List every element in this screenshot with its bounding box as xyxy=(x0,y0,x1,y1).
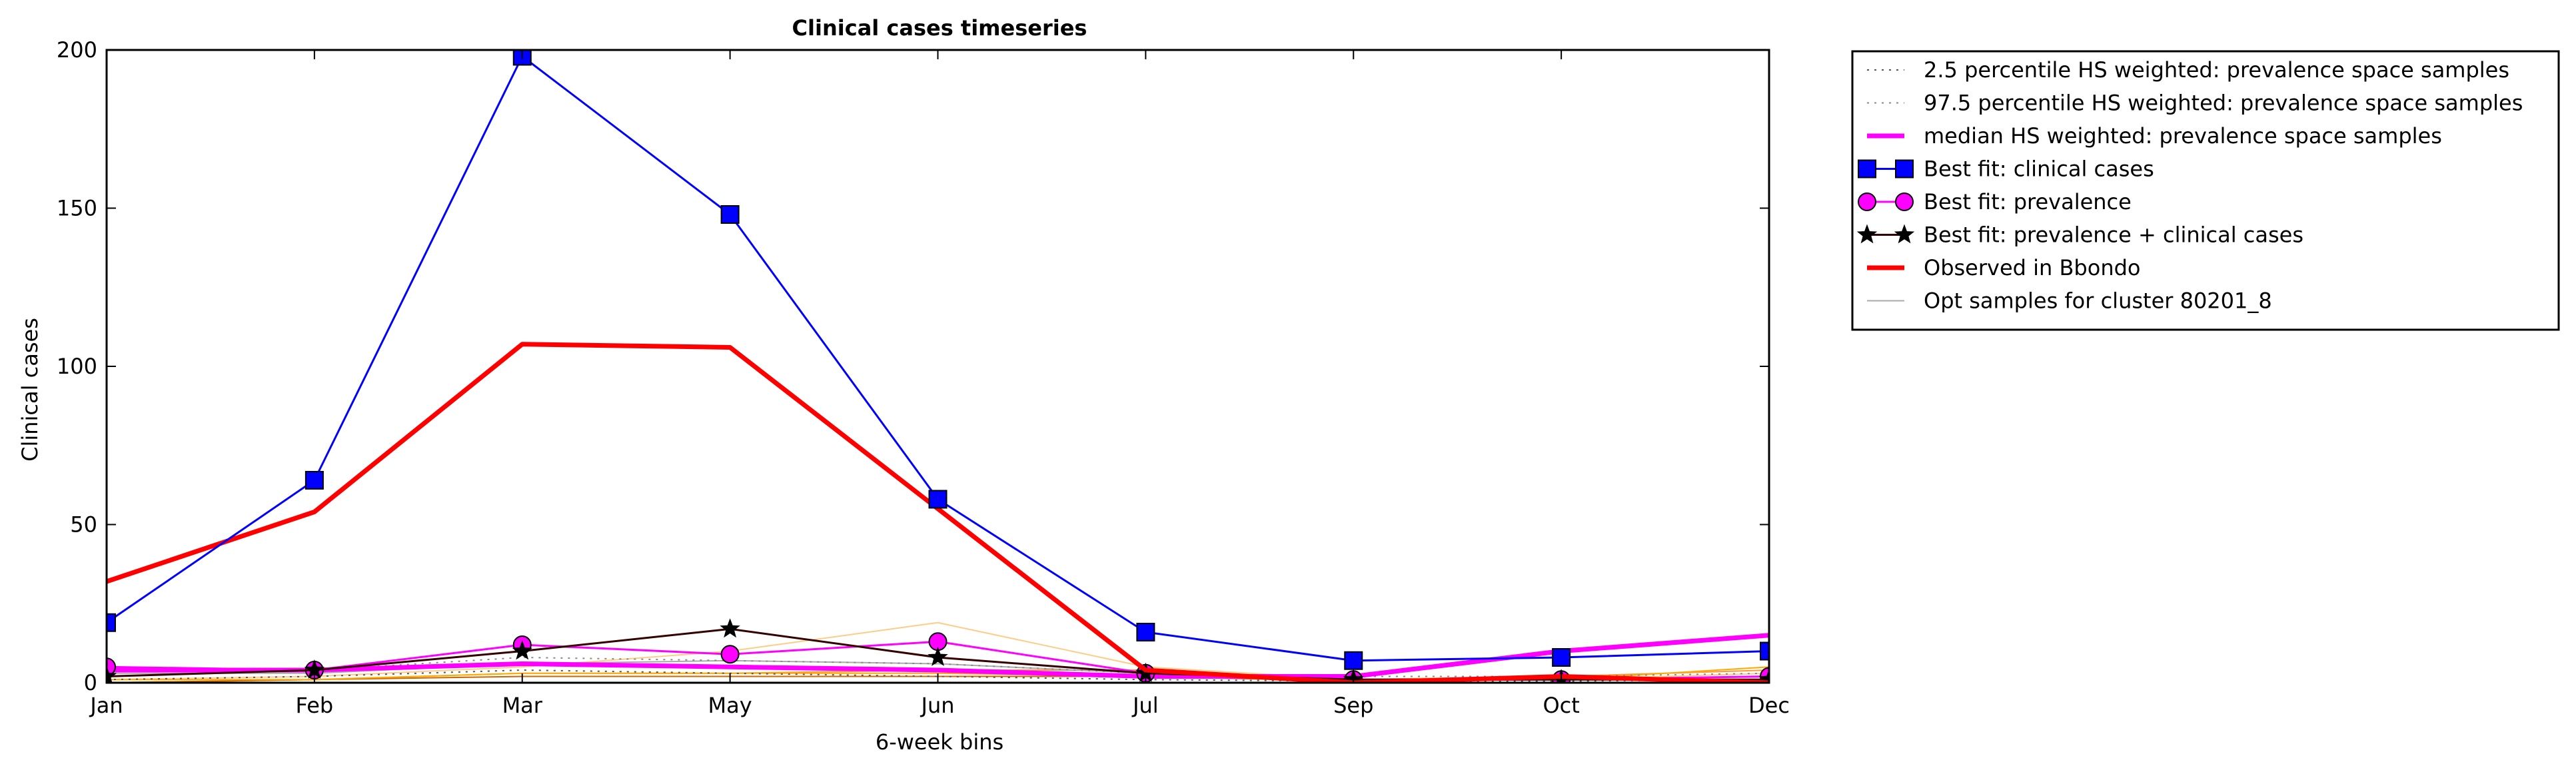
x-tick-label-3: Mar xyxy=(502,693,543,718)
x-tick-label-4: May xyxy=(708,693,752,718)
legend-label-8: Opt samples for cluster 80201_8 xyxy=(1924,288,2272,314)
series-4-point-7 xyxy=(1344,651,1363,670)
y-tick-label-4: 150 xyxy=(57,196,97,221)
x-tick-label-9: Dec xyxy=(1748,693,1790,718)
series-line-1 xyxy=(107,669,1769,682)
legend-marker-start-5 xyxy=(1858,193,1876,211)
series-6-point-3 xyxy=(512,640,532,660)
y-tick-label-5: 200 xyxy=(57,37,97,63)
x-tick-label-6: Jul xyxy=(1131,693,1159,718)
series-6-point-5 xyxy=(928,647,948,666)
plot-frame xyxy=(105,49,1770,684)
series-4-point-4 xyxy=(720,205,740,224)
series-4-point-9 xyxy=(1760,641,1769,661)
x-tick-label-8: Oct xyxy=(1543,693,1579,718)
series-4-point-2 xyxy=(305,471,324,490)
series-4-point-5 xyxy=(928,490,948,509)
plot-area xyxy=(107,50,1769,683)
plot-content xyxy=(107,50,1769,683)
series-6-point-4 xyxy=(720,618,740,638)
legend-marker-start-4 xyxy=(1858,159,1876,179)
legend-marker-end-4 xyxy=(1895,159,1914,179)
legend-label-1: 2.5 percentile HS weighted: prevalence s… xyxy=(1924,57,2509,83)
legend-marker-start-6 xyxy=(1856,224,1878,244)
series-6-point-9 xyxy=(1758,669,1769,683)
axes: Jan Feb Mar May Jun Jul Sep Oct Dec 0 50 100 150 200 xyxy=(57,37,1790,718)
x-axis-label: 6-week bins xyxy=(876,729,1003,755)
legend-label-3: median HS weighted: prevalence space sam… xyxy=(1924,123,2442,149)
legend-label-2: 97.5 percentile HS weighted: prevalence … xyxy=(1924,91,2523,116)
series-4-point-8 xyxy=(1552,648,1571,667)
series-6-point-2 xyxy=(304,659,325,679)
chart-title: Clinical cases timeseries xyxy=(792,15,1087,41)
series-4-point-6 xyxy=(1136,623,1155,641)
x-tick-label-2: Feb xyxy=(296,693,334,718)
series-4-point-1 xyxy=(107,613,116,632)
y-tick-label-2: 50 xyxy=(70,512,97,538)
legend-label-5: Best fit: prevalence xyxy=(1924,189,2132,214)
x-tick-label-7: Sep xyxy=(1333,693,1373,718)
series-line-4 xyxy=(107,55,1769,662)
series-5-point-4 xyxy=(720,645,740,664)
legend-label-7: Observed in Bbondo xyxy=(1924,255,2140,280)
series-5-point-1 xyxy=(107,657,116,677)
legend-box xyxy=(1851,50,2560,331)
x-tick-label-1: Jan xyxy=(89,693,123,718)
y-tick-label-3: 100 xyxy=(57,354,97,379)
legend: 2.5 percentile HS weighted: prevalence s… xyxy=(1851,50,2560,331)
legend-marker-end-5 xyxy=(1895,193,1914,211)
legend-label-4: Best fit: clinical cases xyxy=(1924,157,2154,182)
series-line-7 xyxy=(107,342,1769,683)
series-6-point-1 xyxy=(107,665,117,683)
x-tick-label-5: Jun xyxy=(920,693,955,718)
y-axis-label: Clinical cases xyxy=(17,318,43,462)
series-line-3 xyxy=(107,633,1769,679)
legend-marker-end-6 xyxy=(1894,224,1915,244)
y-tick-label-1: 0 xyxy=(84,670,97,695)
legend-label-6: Best fit: prevalence + clinical cases xyxy=(1924,222,2303,248)
